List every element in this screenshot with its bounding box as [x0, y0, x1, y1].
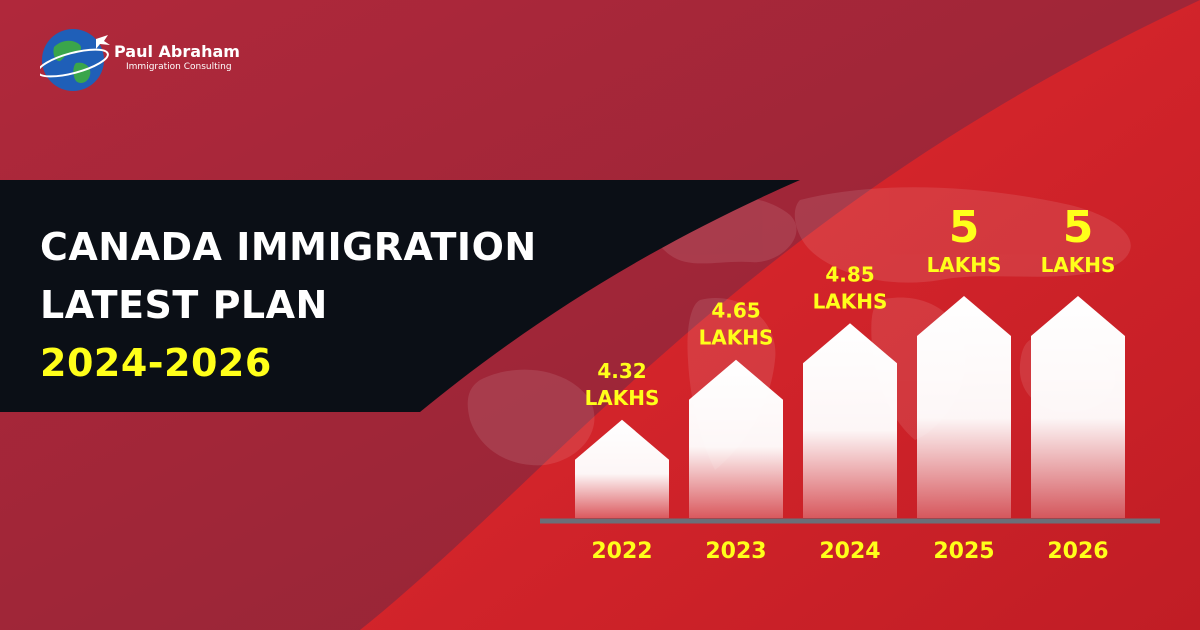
- x-tick-2026: 2026: [1047, 539, 1108, 564]
- unit-label-2026: LAKHS: [1041, 253, 1116, 277]
- globe-plane-icon: [40, 29, 110, 91]
- title-band: [0, 180, 800, 412]
- x-tick-2023: 2023: [705, 539, 766, 564]
- value-label-2025: 5: [949, 202, 980, 253]
- value-label-2022: 4.32: [597, 359, 646, 383]
- unit-label-2023: LAKHS: [699, 326, 774, 350]
- headline-line-1: CANADA IMMIGRATION: [40, 225, 537, 269]
- bar-2024: [803, 323, 897, 518]
- headline-line-3: 2024-2026: [40, 341, 272, 385]
- unit-label-2024: LAKHS: [813, 289, 888, 313]
- bar-2025: [917, 296, 1011, 518]
- brand-name: Paul Abraham: [114, 42, 240, 61]
- headline-line-2: LATEST PLAN: [40, 283, 328, 327]
- bar-2026: [1031, 296, 1125, 518]
- unit-label-2025: LAKHS: [927, 253, 1002, 277]
- value-label-2023: 4.65: [711, 299, 760, 323]
- x-tick-2025: 2025: [933, 539, 994, 564]
- brand-tagline: Immigration Consulting: [126, 62, 232, 72]
- chart-x-tick-labels: 2022 2023 2024 2025 2026: [591, 539, 1108, 564]
- chart-bars: [575, 296, 1125, 518]
- x-tick-2022: 2022: [591, 539, 652, 564]
- bar-2023: [689, 359, 783, 518]
- value-label-2024: 4.85: [825, 262, 874, 286]
- x-tick-2024: 2024: [819, 539, 880, 564]
- value-label-2026: 5: [1063, 202, 1094, 253]
- headline: CANADA IMMIGRATION LATEST PLAN 2024-2026: [40, 218, 537, 392]
- unit-label-2022: LAKHS: [585, 386, 660, 410]
- bar-2022: [575, 419, 669, 518]
- brand-logo[interactable]: Paul Abraham Immigration Consulting: [40, 25, 300, 95]
